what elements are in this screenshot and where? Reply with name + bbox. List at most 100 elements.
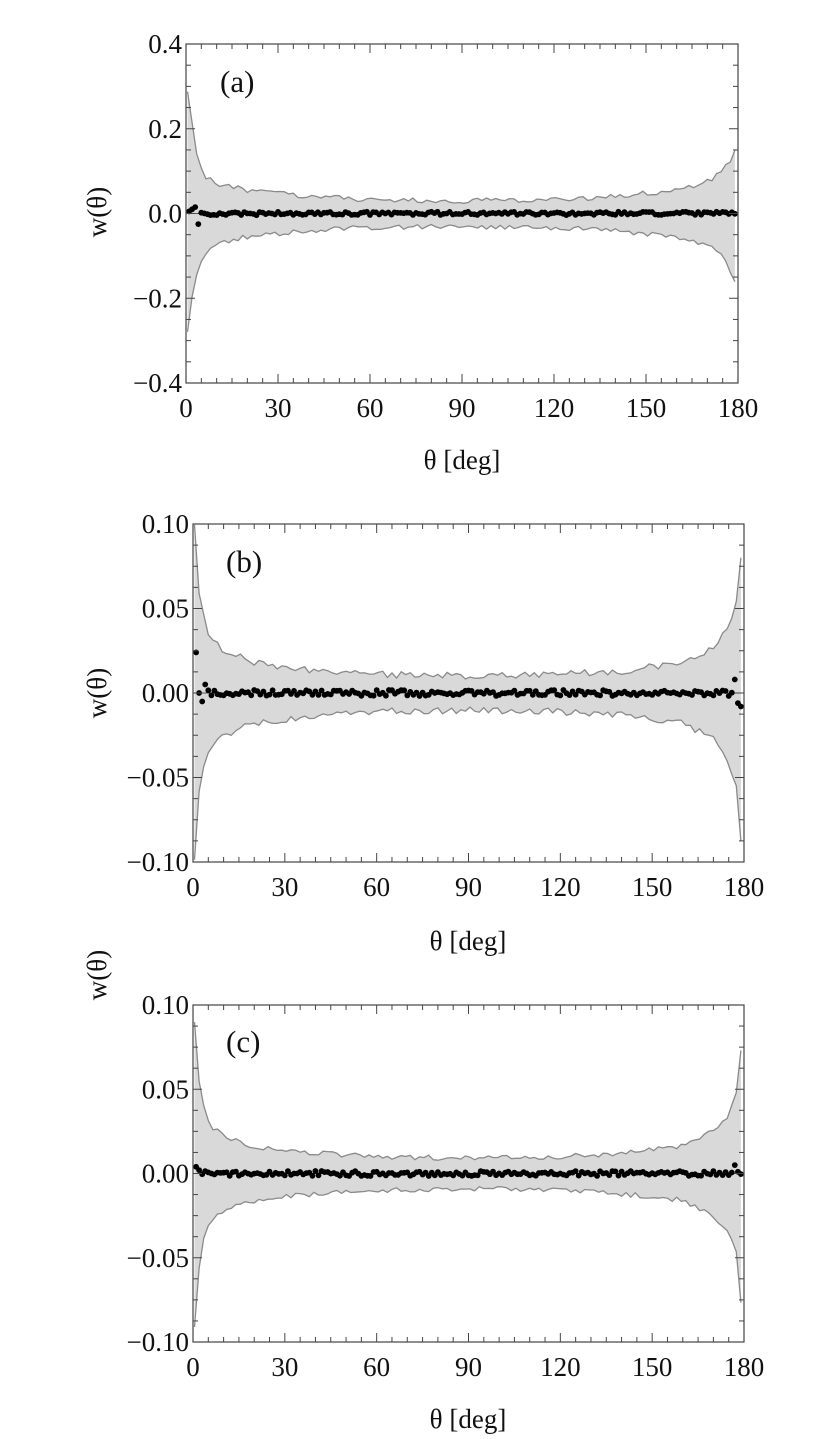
data-point — [557, 692, 564, 699]
panel-label-c: (c) — [226, 1024, 260, 1059]
data-point — [526, 687, 533, 694]
data-point — [205, 687, 212, 694]
x-axis-title-b: θ [deg] — [430, 926, 507, 956]
x-tick-label: 120 — [540, 872, 581, 902]
y-tick-label: 0.4 — [148, 29, 182, 59]
data-point — [615, 1172, 622, 1179]
band-lower-edge — [193, 706, 742, 860]
plot-area-c: 0 30 60 90 120 150 180 −0.10 −0.05 0.00 0.05 0.10 — [127, 990, 765, 1382]
x-tick-label: 180 — [724, 872, 765, 902]
y-tick-label: 0.05 — [142, 1074, 189, 1104]
data-point — [511, 687, 518, 694]
x-tick-label: 180 — [724, 1352, 765, 1382]
y-tick-label: −0.2 — [133, 283, 182, 313]
x-tick-label: 90 — [455, 872, 482, 902]
panel-b: w(θ) θ [deg] (b) 0 30 60 90 120 150 180 −0.10 −0… — [82, 509, 764, 956]
y-axis-title-a: w(θ) — [82, 187, 112, 237]
y-tick-label: 0.2 — [148, 114, 182, 144]
data-point — [474, 1172, 481, 1179]
panel-label-b: (b) — [226, 544, 262, 579]
x-tick-label: 180 — [718, 393, 759, 423]
y-tick-label: −0.05 — [127, 1243, 189, 1273]
data-point — [199, 698, 206, 705]
x-tick-label: 120 — [534, 393, 575, 423]
data-point — [269, 687, 276, 694]
plot-area-a: 0 30 60 90 120 150 180 −0.4 −0.2 0.0 0.2 0.4 — [133, 29, 758, 423]
panel-a: w(θ) θ [deg] (a) 0 30 60 90 120 150 180 −0.4 −0.… — [82, 29, 758, 475]
y-tick-label: 0.05 — [142, 594, 189, 624]
data-point — [594, 1173, 600, 1179]
band-upper-edge — [193, 524, 742, 680]
y-tick-label: 0.10 — [142, 509, 189, 539]
data-point — [315, 692, 322, 698]
data-point — [208, 692, 215, 699]
data-point — [738, 1171, 744, 1177]
data-point — [606, 1172, 613, 1178]
x-tick-label: 120 — [540, 1352, 581, 1382]
y-tick-label: 0.00 — [142, 1159, 189, 1189]
x-axis-title-a: θ [deg] — [424, 445, 501, 475]
y-tick-label: −0.10 — [127, 1327, 189, 1357]
data-point — [309, 1172, 316, 1179]
x-tick-label: 90 — [449, 393, 476, 423]
band-lower-edge — [193, 1185, 742, 1328]
x-axis-title-c: θ [deg] — [430, 1404, 507, 1434]
data-point — [728, 1169, 735, 1176]
panel-c: w(θ) θ [deg] (c) 0 30 60 90 120 150 180 −0.10 −0… — [82, 950, 764, 1434]
data-point — [383, 692, 389, 699]
data-point — [731, 676, 738, 683]
data-point — [192, 204, 199, 211]
data-point — [196, 1167, 203, 1173]
data-point — [202, 681, 209, 688]
data-point — [597, 692, 603, 699]
data-point — [689, 692, 695, 698]
data-point — [281, 1172, 288, 1179]
y-tick-label: 0.00 — [142, 678, 189, 708]
data-point — [291, 688, 297, 694]
data-point — [195, 221, 202, 228]
y-tick-label: 0.10 — [142, 990, 189, 1020]
data-point — [728, 689, 735, 696]
y-tick-label: −0.10 — [127, 847, 189, 877]
y-axis-title-c: w(θ) — [82, 950, 112, 1000]
data-point — [233, 1168, 239, 1175]
plot-area-b: 0 30 60 90 120 150 180 −0.10 −0.05 0.00 0.05 0.10 — [127, 509, 765, 902]
data-point — [318, 687, 325, 694]
x-tick-label: 0 — [186, 872, 200, 902]
x-tick-label: 30 — [271, 872, 298, 902]
data-point — [710, 692, 717, 699]
y-axis-title-b: w(θ) — [82, 668, 112, 718]
data-point — [572, 1168, 579, 1174]
band-upper-edge — [186, 91, 736, 204]
data-point — [266, 691, 273, 698]
x-tick-label: 150 — [626, 393, 667, 423]
x-tick-label: 60 — [363, 872, 390, 902]
data-point — [260, 688, 267, 695]
y-tick-label: 0.0 — [148, 199, 182, 229]
data-point — [722, 688, 729, 694]
data-point — [698, 1172, 704, 1179]
data-point — [612, 1168, 619, 1175]
data-point — [248, 692, 255, 699]
data-point — [731, 1162, 738, 1168]
data-point — [738, 703, 744, 710]
panel-label-a: (a) — [220, 64, 254, 99]
x-tick-label: 60 — [363, 1352, 390, 1382]
x-tick-label: 30 — [271, 1352, 298, 1382]
data-point — [312, 1168, 319, 1174]
x-tick-label: 0 — [186, 1352, 200, 1382]
y-tick-label: −0.05 — [127, 763, 189, 793]
x-tick-label: 60 — [357, 393, 384, 423]
data-point — [572, 691, 579, 698]
x-tick-label: 150 — [632, 1352, 673, 1382]
y-tick-label: −0.4 — [133, 368, 182, 398]
data-point — [367, 1173, 374, 1179]
data-point — [551, 687, 558, 693]
data-point — [606, 688, 613, 695]
data-point — [370, 692, 377, 699]
data-point — [315, 1172, 322, 1179]
x-tick-label: 30 — [265, 393, 292, 423]
x-tick-label: 150 — [632, 872, 673, 902]
band-lower-edge — [186, 223, 736, 332]
